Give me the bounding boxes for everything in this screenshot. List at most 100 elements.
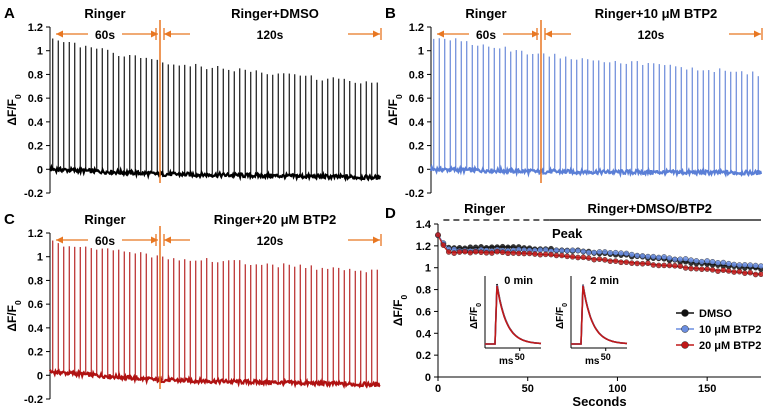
series-point-2 <box>634 260 640 267</box>
series-point-2 <box>715 268 721 274</box>
series-point-2 <box>569 253 576 260</box>
condition-2-label: Ringer+20 μM BTP2 <box>214 212 336 227</box>
series-point-2 <box>623 259 630 266</box>
series-point-2 <box>618 259 624 266</box>
y-tick-label: 1.4 <box>416 219 432 231</box>
y-tick-label: 0.4 <box>416 328 432 340</box>
x-axis-label: Seconds <box>572 394 626 408</box>
y-axis-label-main: ΔF/F <box>386 99 400 126</box>
series-point-2 <box>462 248 468 255</box>
ringer-arrowhead-right <box>532 30 539 38</box>
condition-1-label: Ringer <box>84 6 125 21</box>
series-point-1 <box>537 247 544 253</box>
series-point-2 <box>698 266 705 273</box>
y-axis-label: ΔF/F0 <box>5 300 23 332</box>
series-point-2 <box>666 262 673 269</box>
series-point-1 <box>564 247 570 254</box>
y-tick-label: 0.4 <box>28 117 44 129</box>
series-point-2 <box>505 250 511 257</box>
series-point-2 <box>564 253 570 260</box>
y-axis-label-sub: 0 <box>394 94 404 99</box>
series-point-1 <box>731 261 737 268</box>
y-tick-label: 0.2 <box>28 347 43 359</box>
series-point-2 <box>602 257 608 263</box>
inset-x-tick-label: 50 <box>601 352 611 362</box>
series-point-2 <box>580 254 587 261</box>
y-tick-label: 1.2 <box>409 22 424 34</box>
series-point-1 <box>618 250 624 256</box>
series-point-1 <box>602 249 608 255</box>
inset-trace-1 <box>571 285 628 345</box>
baseline-trace <box>429 163 763 178</box>
y-axis-label: ΔF/F0 <box>5 94 23 126</box>
series-point-1 <box>575 247 581 254</box>
series-point-2 <box>628 260 635 266</box>
series-point-2 <box>478 249 484 256</box>
inset-title: 2 min <box>590 275 619 287</box>
series-point-1 <box>661 254 667 260</box>
series-point-2 <box>451 250 457 256</box>
y-tick-label: 0 <box>37 370 43 382</box>
series-point-2 <box>510 250 517 256</box>
y-tick-label: 0.6 <box>409 93 424 105</box>
legend-label: 20 μM BTP2 <box>699 340 761 352</box>
series-point-1 <box>709 259 716 265</box>
panel-label: D <box>385 205 396 222</box>
baseline-trace <box>48 163 382 183</box>
y-tick-label: 0.4 <box>28 323 44 335</box>
series-point-2 <box>677 263 684 269</box>
y-tick-label: -0.2 <box>24 188 43 200</box>
panel-label: C <box>4 211 15 228</box>
series-point-2 <box>521 250 527 257</box>
series-point-2 <box>596 256 603 262</box>
x-tick-label: 150 <box>698 383 716 395</box>
series-point-1 <box>666 255 673 262</box>
series-point-2 <box>591 256 597 263</box>
inset-x-label: ms <box>499 356 514 367</box>
panel-c: C1.210.80.60.40.20-0.2ΔF/F0Ringer60sRing… <box>4 211 382 406</box>
series-point-1 <box>645 253 651 260</box>
series-point-2 <box>575 254 581 261</box>
series-point-2 <box>440 242 447 248</box>
series-point-2 <box>499 249 506 256</box>
inset-trace-0 <box>485 283 542 345</box>
inset-x-label: ms <box>585 356 600 367</box>
series-point-1 <box>623 250 630 257</box>
ringer-arrowhead-left <box>56 30 63 38</box>
inset-x-tick-label: 50 <box>515 352 525 362</box>
treatment-arrowhead-right <box>754 30 761 38</box>
inset-trace-2 <box>571 285 628 345</box>
series-point-2 <box>537 251 544 258</box>
condition-2-duration: 120s <box>257 234 284 248</box>
legend-label: DMSO <box>699 308 732 320</box>
series-point-2 <box>559 252 565 259</box>
y-tick-label: 0.2 <box>409 141 424 153</box>
series-point-1 <box>747 262 754 268</box>
series-point-2 <box>612 258 619 264</box>
inset-title: 0 min <box>504 275 533 287</box>
phase-2-label: Ringer+DMSO/BTP2 <box>587 201 712 216</box>
y-tick-label: 0.6 <box>416 306 431 318</box>
series-point-2 <box>731 269 737 275</box>
series-point-1 <box>553 247 560 254</box>
series-point-1 <box>596 249 603 255</box>
series-point-2 <box>725 268 732 274</box>
condition-1-label: Ringer <box>84 212 125 227</box>
series-point-2 <box>456 249 463 255</box>
condition-2-duration: 120s <box>257 28 284 42</box>
y-axis-label-sub: 0 <box>399 295 409 300</box>
series-point-2 <box>445 249 452 255</box>
y-tick-label: 0 <box>425 372 431 384</box>
series-point-1 <box>591 249 597 256</box>
series-point-2 <box>526 250 533 257</box>
series-point-2 <box>532 251 538 257</box>
inset-trace-2 <box>485 285 542 345</box>
y-tick-label: -0.2 <box>405 188 424 200</box>
series-point-1 <box>569 247 576 254</box>
series-point-1 <box>655 254 662 261</box>
series-point-1 <box>715 260 721 266</box>
y-tick-label: 0.4 <box>409 117 425 129</box>
baseline-trace <box>48 367 381 390</box>
treatment-arrowhead-right <box>373 30 380 38</box>
